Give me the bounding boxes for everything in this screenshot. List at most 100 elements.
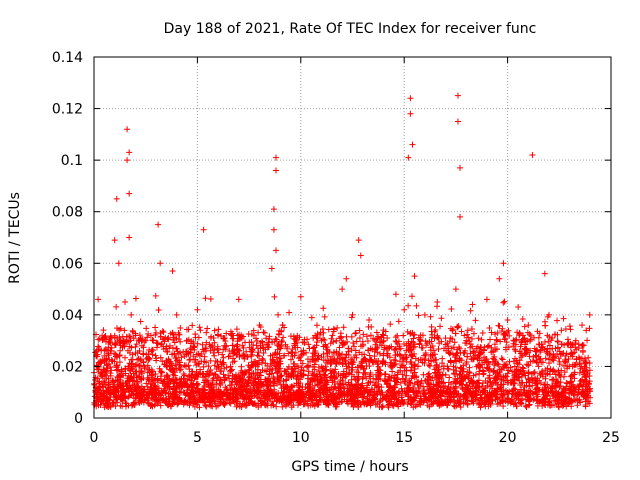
data-point [368,323,375,330]
data-point [264,362,271,369]
data-point [446,374,453,381]
data-point [271,293,278,300]
data-point [297,357,304,364]
data-point [413,302,420,309]
data-point [270,226,277,233]
data-point [111,237,118,244]
data-point [167,358,174,365]
x-tick-label: 20 [499,430,517,446]
data-point [535,334,542,341]
data-point [329,332,336,339]
data-point [340,324,347,331]
data-point [585,354,592,361]
data-point [579,341,586,348]
data-point [457,213,464,220]
data-point [427,313,434,320]
data-point [470,330,477,337]
data-point [394,332,401,339]
data-point [455,323,462,330]
y-tick-label: 0.06 [52,256,83,272]
data-point [422,355,429,362]
data-point [479,330,486,337]
data-point [389,368,396,375]
data-point [122,354,129,361]
data-point [268,265,275,272]
data-point [177,338,184,345]
data-point [277,355,284,362]
data-point [194,340,201,347]
data-point [380,337,387,344]
x-tick-label: 10 [292,430,310,446]
data-point [308,314,315,321]
data-point [272,154,279,161]
y-tick-label: 0.04 [52,308,83,324]
data-point [152,324,159,331]
data-point [157,354,164,361]
data-point [384,345,391,352]
data-point [323,344,330,351]
data-point [240,333,247,340]
data-point [211,352,218,359]
data-point [467,307,474,314]
data-point [554,338,561,345]
data-point [395,318,402,325]
data-point [542,322,549,329]
data-point [173,345,180,352]
x-tick-label: 0 [90,430,99,446]
data-point [153,357,160,364]
data-point [445,366,452,373]
data-point [233,326,240,333]
data-point [325,326,332,333]
data-point [353,338,360,345]
data-point [204,325,211,332]
data-point [337,330,344,337]
data-point [225,353,232,360]
data-point [434,298,441,305]
data-point [194,306,201,313]
data-point [305,368,312,375]
data-point [529,151,536,158]
data-point [211,327,218,334]
data-point [146,355,153,362]
data-point [134,356,141,363]
data-point [435,346,442,353]
data-point [241,352,248,359]
data-point [407,95,414,102]
x-tick-label: 5 [193,430,202,446]
y-tick-label: 0.08 [52,205,83,221]
data-point [292,349,299,356]
data-point [566,323,573,330]
data-point [350,339,357,346]
data-point [504,317,511,324]
data-point [420,371,427,378]
x-tick-label: 25 [602,430,620,446]
data-point [579,322,586,329]
data-point [579,349,586,356]
data-point [497,338,504,345]
data-point [505,327,512,334]
data-point [132,343,139,350]
data-point [546,333,553,340]
data-point [452,330,459,337]
data-point [438,315,445,322]
data-point [492,331,499,338]
data-point [382,371,389,378]
data-point [242,339,249,346]
data-point [478,336,485,343]
data-point [582,360,589,367]
data-point [421,311,428,318]
data-point [275,311,282,318]
data-point [261,329,268,336]
data-point [152,292,159,299]
y-axis-label: ROTI / TECUs [7,192,23,284]
data-point [584,337,591,344]
data-point [432,327,439,334]
data-point [427,362,434,369]
data-point [499,356,506,363]
data-points [91,92,594,411]
data-point [561,369,568,376]
data-point [187,356,194,363]
data-point [95,296,102,303]
data-point [525,322,532,329]
data-point [586,311,593,318]
